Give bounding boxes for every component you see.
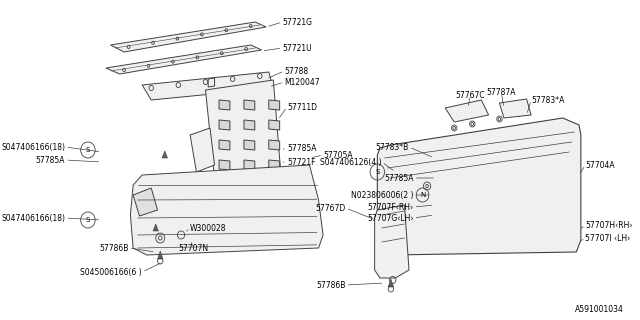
Text: 57787A: 57787A	[486, 87, 516, 97]
Polygon shape	[499, 99, 531, 118]
Polygon shape	[111, 22, 266, 52]
Polygon shape	[162, 151, 168, 158]
Text: 57785A: 57785A	[384, 173, 413, 182]
Polygon shape	[142, 72, 273, 100]
Polygon shape	[374, 205, 409, 278]
Text: 57786B: 57786B	[316, 281, 346, 290]
Text: 57711D: 57711D	[287, 102, 317, 111]
Text: 57767C: 57767C	[456, 91, 485, 100]
Polygon shape	[269, 100, 280, 110]
Text: N023806006(2 ): N023806006(2 )	[351, 190, 413, 199]
Text: 57707G‹LH›: 57707G‹LH›	[367, 213, 413, 222]
Text: 57707I ‹LH›: 57707I ‹LH›	[586, 234, 630, 243]
Polygon shape	[219, 160, 230, 170]
Text: W300028: W300028	[190, 223, 227, 233]
Polygon shape	[244, 160, 255, 170]
Polygon shape	[269, 160, 280, 170]
Text: S: S	[375, 169, 380, 175]
Text: M120047: M120047	[284, 77, 320, 86]
Text: 57704A: 57704A	[586, 161, 615, 170]
Text: S045006166(6 ): S045006166(6 )	[81, 268, 142, 276]
Polygon shape	[219, 140, 230, 150]
Polygon shape	[269, 140, 280, 150]
Polygon shape	[131, 165, 323, 255]
Polygon shape	[244, 120, 255, 130]
Polygon shape	[244, 100, 255, 110]
Polygon shape	[269, 120, 280, 130]
Polygon shape	[157, 251, 163, 259]
Text: 57707F‹RH›: 57707F‹RH›	[367, 203, 413, 212]
Text: S047406166(18): S047406166(18)	[1, 142, 65, 151]
Text: 57785A: 57785A	[36, 156, 65, 164]
Text: 57721U: 57721U	[282, 44, 312, 52]
Text: S: S	[86, 217, 90, 223]
Text: 57786B: 57786B	[99, 244, 129, 252]
Text: S047406126(4 ): S047406126(4 )	[320, 157, 382, 166]
Polygon shape	[153, 224, 159, 231]
Polygon shape	[133, 188, 157, 216]
Text: A591001034: A591001034	[575, 305, 624, 314]
Text: S: S	[86, 147, 90, 153]
Text: 57783*B: 57783*B	[376, 142, 409, 151]
Polygon shape	[388, 279, 394, 287]
Text: S047406166(18): S047406166(18)	[1, 213, 65, 222]
Text: N: N	[420, 192, 425, 198]
Polygon shape	[219, 120, 230, 130]
Text: 57767D: 57767D	[316, 204, 346, 212]
Polygon shape	[205, 80, 280, 178]
Text: 57721F: 57721F	[287, 157, 316, 166]
Text: 57707H‹RH›: 57707H‹RH›	[586, 220, 633, 229]
Polygon shape	[378, 118, 581, 255]
Polygon shape	[445, 100, 488, 122]
Polygon shape	[219, 100, 230, 110]
Text: 57785A: 57785A	[287, 143, 316, 153]
Text: 57783*A: 57783*A	[531, 95, 564, 105]
Text: 57705A: 57705A	[323, 150, 353, 159]
Text: 57721G: 57721G	[282, 18, 312, 27]
Text: 57788: 57788	[284, 67, 308, 76]
Polygon shape	[208, 78, 214, 87]
Polygon shape	[244, 140, 255, 150]
Polygon shape	[190, 128, 214, 172]
Text: 57707N: 57707N	[179, 244, 209, 252]
Polygon shape	[106, 45, 262, 74]
